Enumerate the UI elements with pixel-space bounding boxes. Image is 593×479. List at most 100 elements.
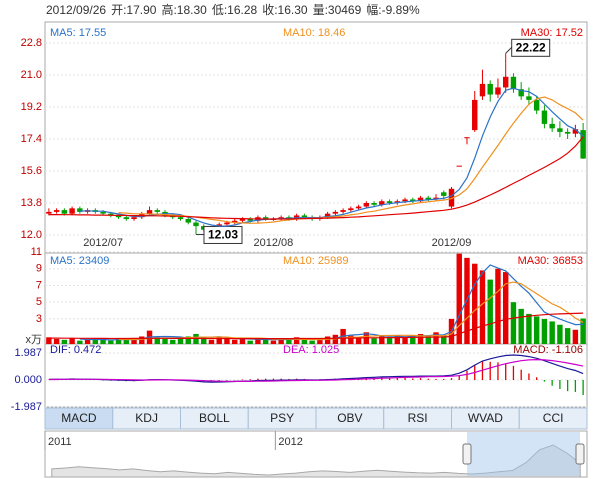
volume-bar — [580, 318, 586, 344]
candle-body — [185, 219, 191, 223]
y-tick-label: 19.2 — [21, 101, 42, 113]
candle-body — [247, 219, 253, 221]
volume-bar — [123, 339, 130, 344]
candle-body — [502, 76, 509, 88]
volume-bar — [487, 279, 493, 344]
volume-bar — [417, 333, 424, 344]
tab-label[interactable]: OBV — [337, 411, 362, 425]
volume-bar — [293, 337, 300, 344]
volume-bar — [53, 338, 60, 344]
y-tick-label: 15.6 — [21, 165, 42, 177]
candle-body — [417, 197, 424, 202]
volume-bar — [572, 329, 579, 344]
candle-body — [348, 208, 354, 211]
candle-body — [472, 99, 478, 131]
candle-body — [77, 208, 83, 212]
volume-bar — [92, 338, 99, 344]
candle-body — [355, 206, 362, 209]
candle-body — [53, 210, 60, 212]
annotation-box — [511, 38, 551, 57]
header-item: 高:18.30 — [161, 2, 207, 17]
volume-bar — [224, 338, 230, 344]
candle-body — [580, 130, 586, 159]
volume-bar — [371, 338, 377, 344]
candle-body — [108, 213, 114, 216]
indicator-tabs: MACD KDJ BOLL PSY OBV RSI WVAD CCI — [44, 407, 588, 430]
volume-bar — [301, 339, 308, 344]
candle-body — [464, 137, 470, 139]
candle-body — [410, 199, 416, 202]
candle-body — [448, 188, 455, 207]
candle-body — [146, 210, 153, 214]
legend-entry: DIF: 0.472 — [50, 344, 101, 356]
volume-bar — [433, 332, 439, 344]
y-tick-label: 12.0 — [21, 229, 42, 241]
volume-bar — [278, 338, 284, 344]
annotation-leader — [505, 46, 513, 54]
indicator-line — [48, 358, 584, 382]
tab-label[interactable]: MACD — [61, 411, 97, 425]
legend-entry: MA10: 25989 — [283, 255, 348, 267]
volume-bar — [348, 335, 354, 344]
x-tick-label: 2012/09 — [432, 237, 472, 249]
annotation-label: 12.03 — [208, 228, 238, 242]
y-unit-label: x万 — [26, 334, 43, 346]
tab[interactable] — [518, 407, 588, 430]
candle-body — [301, 215, 308, 218]
volume-bar — [201, 337, 207, 344]
tab-label[interactable]: BOLL — [199, 411, 230, 425]
legend-entry: MA10: 18.46 — [283, 27, 345, 39]
tab-label[interactable]: PSY — [270, 411, 294, 425]
volume-bar — [231, 339, 238, 344]
candle-body — [69, 208, 75, 214]
candle-body — [293, 215, 300, 219]
indicator-line — [48, 312, 584, 340]
legend-entry: MA5: 17.55 — [50, 27, 106, 39]
y-tick-label: 21.0 — [21, 69, 42, 81]
volume-bar — [185, 336, 191, 344]
candle-body — [332, 211, 339, 214]
candle-body — [239, 219, 246, 221]
legend-entry: MA30: 36853 — [518, 255, 583, 267]
navigator-handle[interactable] — [462, 443, 472, 465]
legend-entry: MACD: -1.106 — [513, 344, 583, 356]
candle-body — [100, 211, 106, 214]
y-tick-label: 7 — [36, 279, 42, 291]
navigator-handle[interactable] — [575, 443, 585, 465]
candle-body — [549, 123, 555, 129]
candle-body — [379, 201, 385, 205]
tab-label[interactable]: RSI — [408, 411, 428, 425]
candle-body — [177, 217, 184, 219]
volume-bar — [479, 270, 486, 344]
candle-body — [363, 203, 370, 207]
volume-bar — [502, 272, 509, 344]
volume-bar — [425, 336, 431, 344]
tab-label[interactable]: CCI — [543, 411, 564, 425]
candle-body — [526, 96, 532, 100]
candle-body — [479, 83, 486, 97]
indicator-line — [48, 136, 584, 220]
volume-bar — [402, 336, 408, 344]
tab-label[interactable]: WVAD — [468, 411, 503, 425]
header-item: 幅:-9.89% — [366, 2, 420, 17]
volume-bar — [355, 337, 362, 344]
candle-body — [262, 217, 269, 219]
macd-panel — [44, 343, 588, 408]
candle-body — [518, 89, 524, 97]
y-tick-label: 11 — [31, 246, 42, 258]
tab-label[interactable]: KDJ — [135, 411, 158, 425]
volume-bar — [564, 328, 571, 344]
volume-bar — [77, 340, 83, 344]
y-tick-label: 3 — [36, 313, 42, 325]
candle-body — [510, 76, 517, 90]
candle-body — [231, 220, 238, 223]
candle-body — [557, 128, 563, 132]
volume-bar — [410, 335, 416, 344]
candle-body — [324, 213, 331, 218]
candle-body — [456, 165, 462, 167]
candle-body — [340, 210, 346, 212]
indicator-line — [118, 96, 584, 224]
legend-entry: MA30: 17.52 — [521, 27, 583, 39]
volume-bar — [317, 339, 323, 344]
volume-bar — [170, 339, 176, 344]
